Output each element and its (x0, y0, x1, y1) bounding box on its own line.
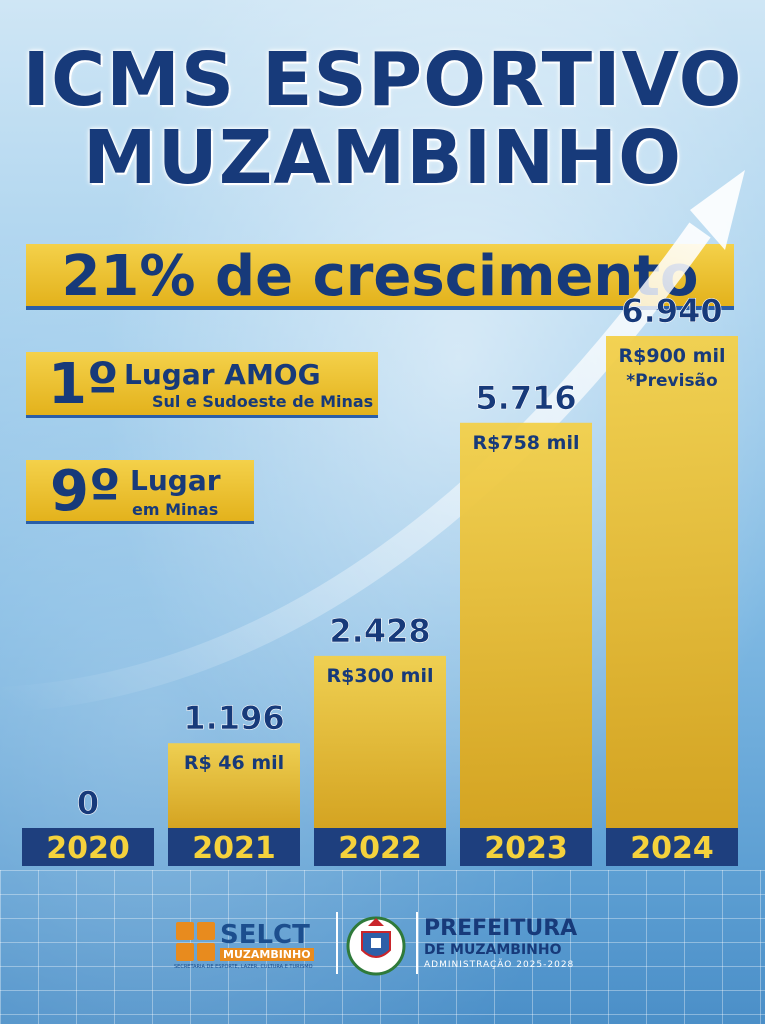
bar (168, 743, 300, 828)
selct-city: MUZAMBINHO (220, 948, 314, 961)
ranking-main-label: Lugar (130, 464, 221, 497)
year-label: 2021 (192, 831, 276, 866)
ranking-badge-amog: 1º Lugar AMOG Sul e Sudoeste de Minas (26, 352, 378, 418)
ranking-number: 9º (50, 459, 121, 524)
prefeitura-subtitle: DE MUZAMBINHO (424, 942, 562, 958)
bar-value-label: 2.428 (329, 612, 430, 650)
ranking-sub-label: Sul e Sudoeste de Minas (152, 392, 374, 411)
ranking-sub-label: em Minas (132, 500, 219, 519)
bar-amount-label: R$758 mil (473, 432, 580, 454)
year-label: 2020 (46, 831, 130, 866)
trend-arrow-icon (0, 222, 711, 713)
ranking-number: 1º (48, 352, 119, 417)
year-label-bg (606, 828, 738, 866)
bar-value-label: 0 (77, 784, 99, 822)
selct-logo-icon (176, 922, 216, 962)
bar-value-label: 1.196 (183, 699, 284, 737)
footer-divider (416, 912, 418, 974)
footer-divider (336, 912, 338, 974)
page-title-line1: ICMS ESPORTIVO (22, 37, 743, 123)
bar-value-label: 6.940 (621, 292, 722, 330)
ranking-badge-minas: 9º Lugar em Minas (26, 460, 254, 524)
prefeitura-admin: ADMINISTRAÇÃO 2025-2028 (424, 960, 575, 970)
growth-banner: 21% de crescimento (26, 244, 734, 310)
bar-amount-label: R$300 mil (327, 665, 434, 687)
year-label: 2022 (338, 831, 422, 866)
bar-value-label: 5.716 (475, 379, 576, 417)
year-label-bg (460, 828, 592, 866)
bar-note-label: *Previsão (626, 371, 717, 391)
ranking-main-label: Lugar AMOG (124, 358, 321, 391)
selct-logo: SELCT MUZAMBINHO SECRETARIA DE ESPORTE, … (172, 918, 332, 970)
page-title-line2: MUZAMBINHO (82, 115, 682, 201)
selct-description: SECRETARIA DE ESPORTE, LAZER, CULTURA E … (174, 964, 313, 970)
year-label: 2023 (484, 831, 568, 866)
municipal-crest-icon (346, 916, 406, 976)
bar (460, 422, 592, 828)
year-label-bg (168, 828, 300, 866)
bar-amount-label: R$ 46 mil (184, 752, 284, 774)
year-label-bg (314, 828, 446, 866)
growth-text: 21% de crescimento (61, 244, 699, 309)
selct-name: SELCT (220, 920, 310, 950)
trend-arrow-head-icon (690, 170, 745, 250)
bar (606, 336, 738, 828)
prefeitura-title: PREFEITURA (424, 916, 578, 941)
footer-logos: SELCT MUZAMBINHO SECRETARIA DE ESPORTE, … (172, 908, 592, 978)
bar (314, 655, 446, 828)
year-label: 2024 (630, 831, 714, 866)
bar-amount-label: R$900 mil (619, 345, 726, 367)
year-label-bg (22, 828, 154, 866)
